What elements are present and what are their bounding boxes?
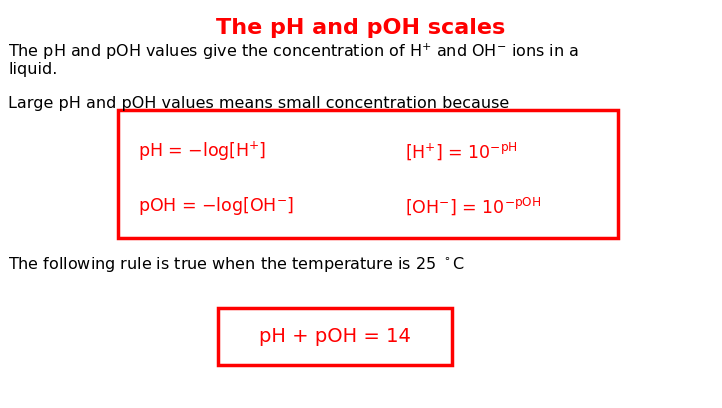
Text: pH = $-$log[H$^{+}$]: pH = $-$log[H$^{+}$] (138, 140, 266, 163)
Text: [H$^{+}$] = 10$^{-\mathrm{pH}}$: [H$^{+}$] = 10$^{-\mathrm{pH}}$ (405, 140, 518, 162)
Text: liquid.: liquid. (8, 62, 57, 77)
Text: The following rule is true when the temperature is 25 $^\circ$C: The following rule is true when the temp… (8, 255, 465, 274)
Text: [OH$^{-}$] = 10$^{-\mathrm{pOH}}$: [OH$^{-}$] = 10$^{-\mathrm{pOH}}$ (405, 195, 542, 217)
Text: pH + pOH = 14: pH + pOH = 14 (259, 327, 411, 346)
Text: Large pH and pOH values means small concentration because: Large pH and pOH values means small conc… (8, 96, 509, 111)
Text: The pH and pOH scales: The pH and pOH scales (217, 18, 505, 38)
Text: The pH and pOH values give the concentration of H$^{+}$ and OH$^{-}$ ions in a: The pH and pOH values give the concentra… (8, 42, 579, 62)
Text: pOH = $-$log[OH$^{-}$]: pOH = $-$log[OH$^{-}$] (138, 195, 294, 217)
